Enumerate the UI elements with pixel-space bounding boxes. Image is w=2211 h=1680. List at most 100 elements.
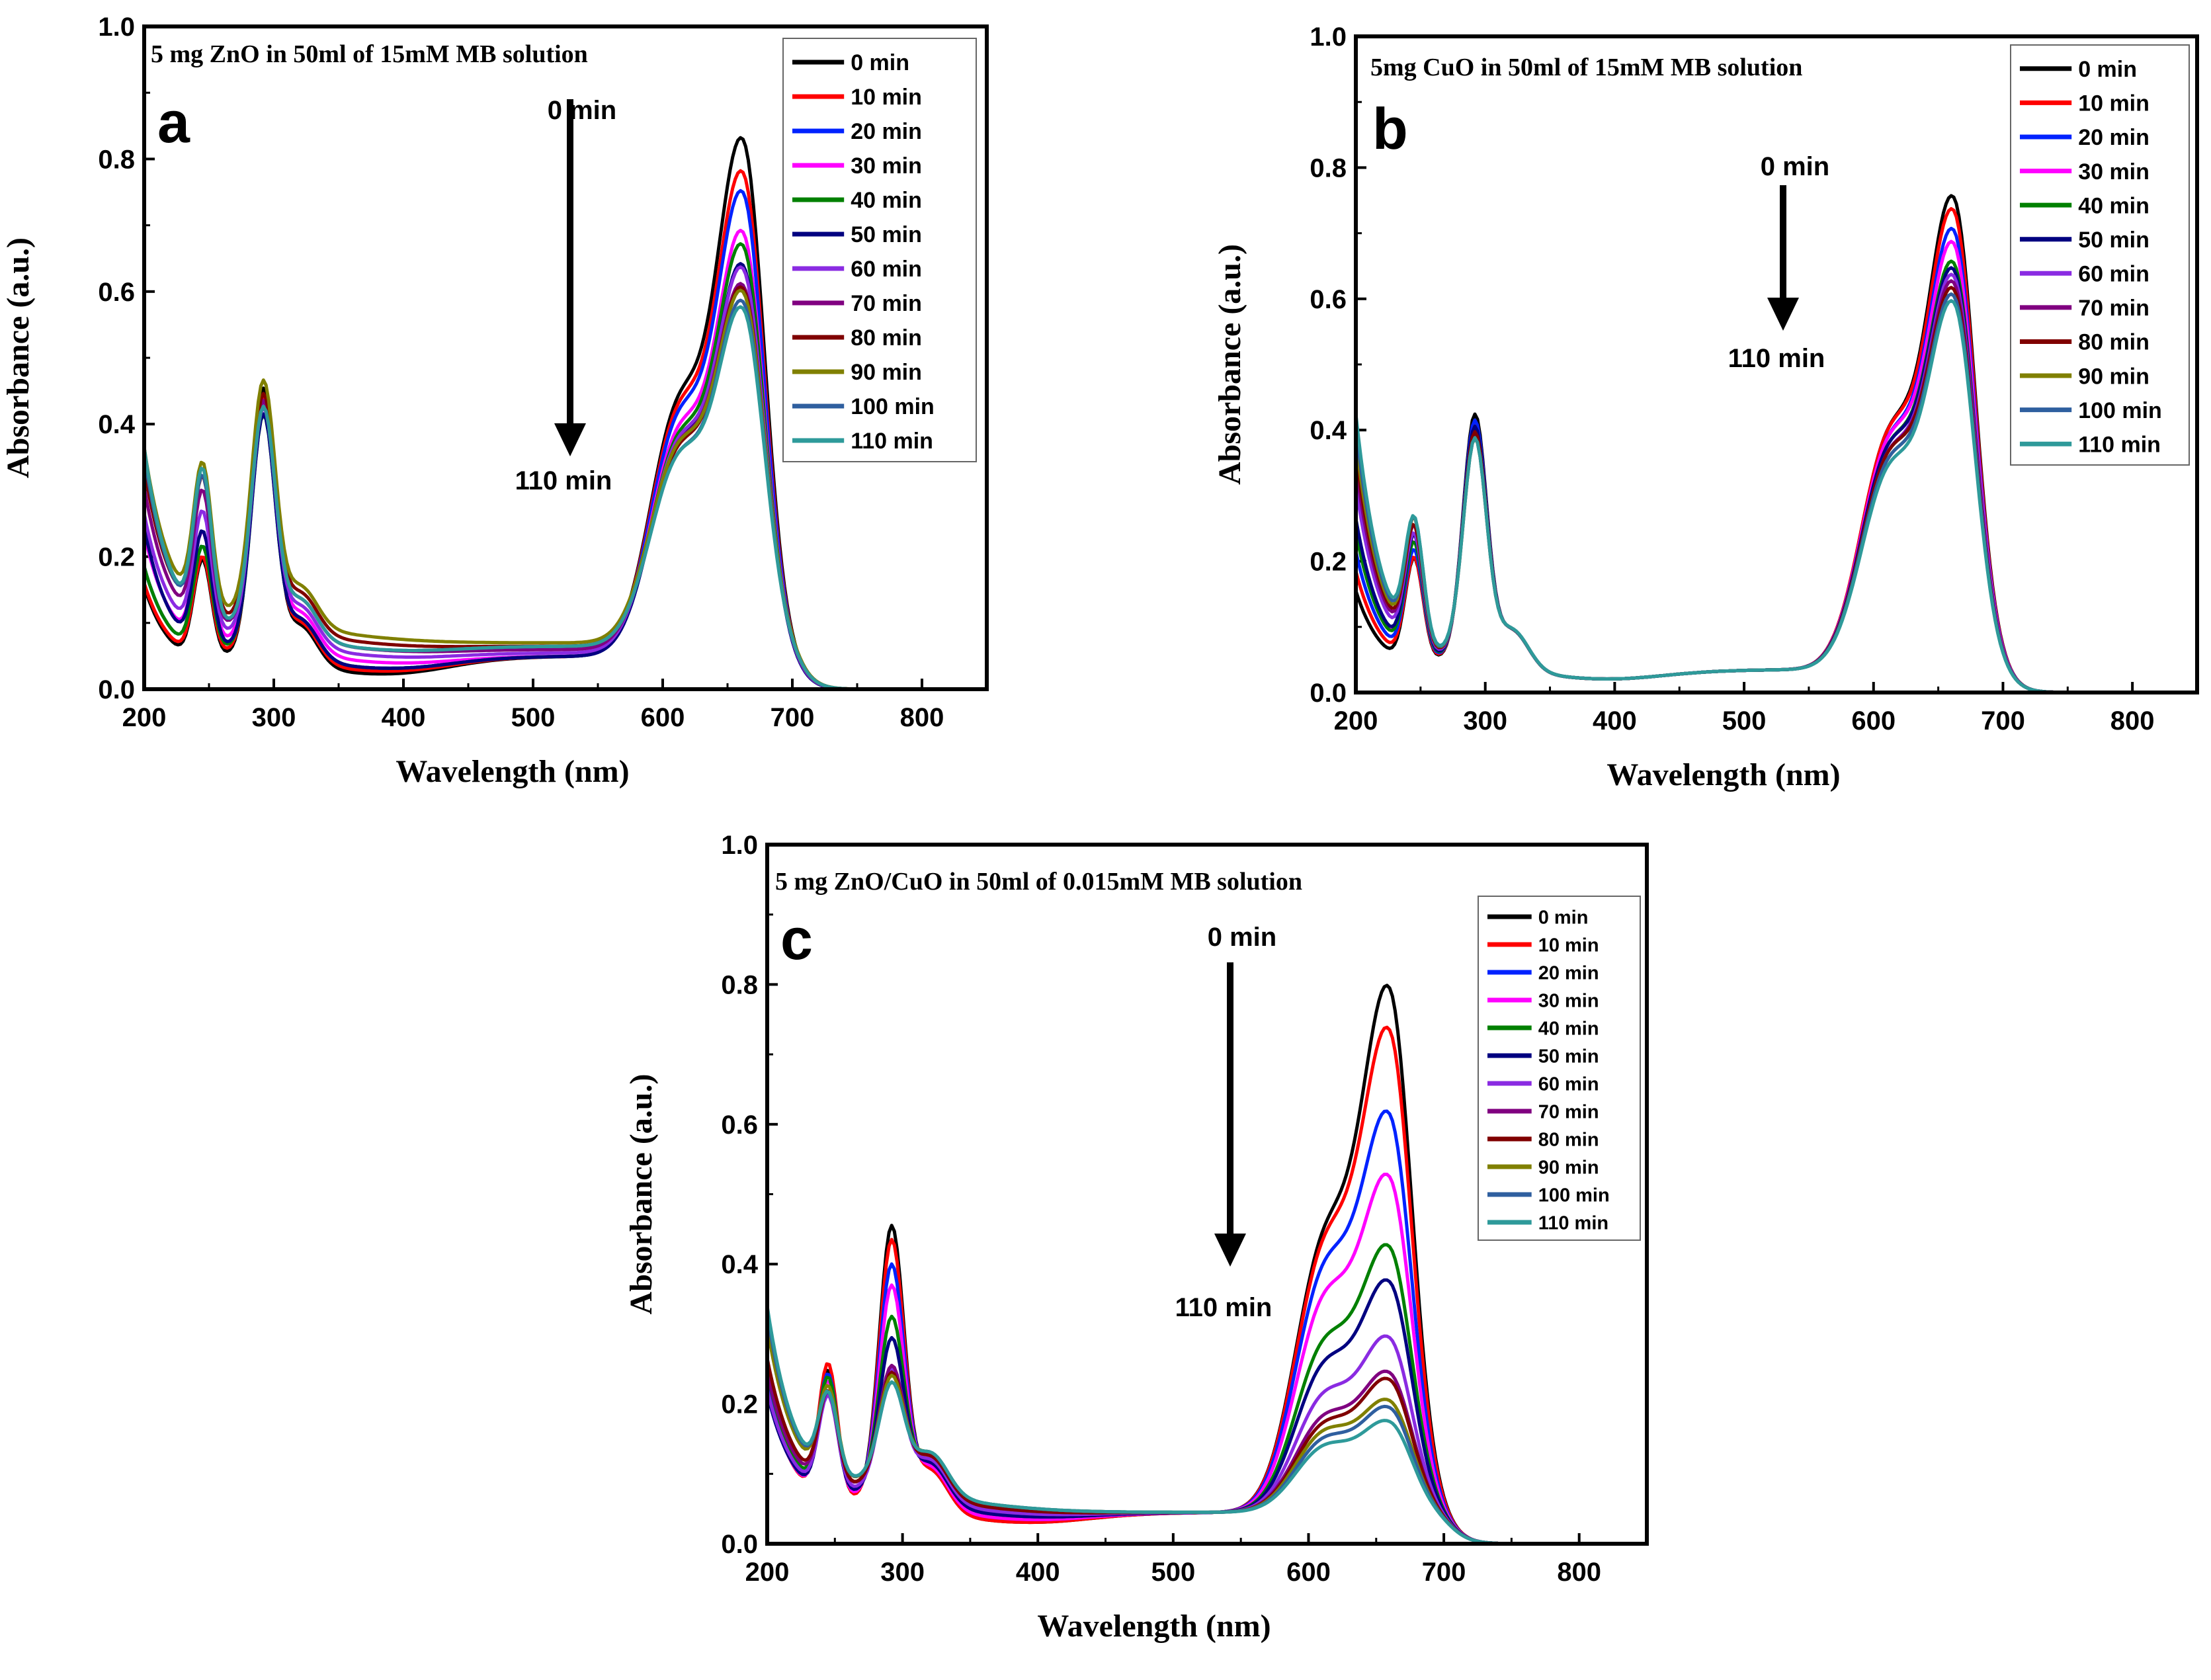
legend-label: 100 min bbox=[851, 394, 935, 419]
x-tick-label: 400 bbox=[1593, 706, 1637, 735]
series-lines bbox=[767, 984, 1579, 1544]
trend-arrow-head bbox=[554, 423, 586, 456]
x-tick-label: 600 bbox=[641, 703, 685, 732]
arrow-end-label: 110 min bbox=[1175, 1293, 1272, 1322]
y-tick-label: 0.0 bbox=[1310, 679, 1347, 708]
series-line-110-min bbox=[144, 305, 922, 689]
legend-label: 110 min bbox=[851, 429, 933, 454]
legend-label: 20 min bbox=[2078, 125, 2149, 150]
y-axis-label: Absorbance (a.u.) bbox=[1, 237, 36, 478]
trend-arrow-head bbox=[1214, 1234, 1246, 1267]
legend-box bbox=[2010, 44, 2190, 466]
x-tick-label: 500 bbox=[1151, 1558, 1195, 1587]
y-tick-label: 0.0 bbox=[721, 1530, 758, 1559]
legend-label: 60 min bbox=[2078, 262, 2149, 287]
series-line-110-min bbox=[1356, 299, 2133, 693]
y-tick-label: 0.2 bbox=[98, 543, 135, 572]
series-line-70-min bbox=[767, 1363, 1579, 1544]
y-tick-label: 1.0 bbox=[721, 831, 758, 860]
x-tick-label: 700 bbox=[1981, 706, 2025, 735]
panel-annotation: 5mg CuO in 50ml of 15mM MB solution bbox=[1370, 54, 1802, 81]
legend-label: 110 min bbox=[2078, 432, 2161, 457]
legend-label: 30 min bbox=[1538, 990, 1599, 1011]
legend: 0 min 10 min 20 min 30 min 40 min 50 min 60 mi… bbox=[2010, 44, 2190, 466]
legend-box bbox=[782, 38, 977, 462]
legend-label: 100 min bbox=[2078, 398, 2162, 423]
x-tick-label: 400 bbox=[382, 703, 426, 732]
x-tick-label: 700 bbox=[771, 703, 815, 732]
legend-label: 80 min bbox=[851, 325, 922, 351]
arrow-start-label: 0 min bbox=[1208, 923, 1276, 952]
x-tick-label: 800 bbox=[900, 703, 944, 732]
x-tick-label: 400 bbox=[1016, 1558, 1060, 1587]
legend-label: 90 min bbox=[1538, 1157, 1599, 1178]
y-tick-label: 0.2 bbox=[721, 1390, 758, 1419]
arrow-start-label: 0 min bbox=[1761, 152, 1829, 181]
legend-label: 110 min bbox=[1538, 1212, 1608, 1234]
legend: 0 min 10 min 20 min 30 min 40 min 50 min 60 mi… bbox=[782, 38, 977, 462]
y-tick-label: 0.8 bbox=[1310, 153, 1347, 183]
x-tick-label: 200 bbox=[122, 703, 167, 732]
legend-label: 50 min bbox=[851, 222, 922, 247]
panel-annotation: 5 mg ZnO/CuO in 50ml of 0.015mM MB solut… bbox=[775, 868, 1302, 896]
x-tick-label: 300 bbox=[880, 1558, 925, 1587]
y-tick-label: 0.8 bbox=[98, 145, 135, 174]
x-tick-label: 300 bbox=[252, 703, 296, 732]
chart-panel-c: 200 300 400 500 600 700 800 0.0 0.2 0.4 0.6 0.8 1.0 W… bbox=[624, 831, 1649, 1644]
legend-label: 30 min bbox=[851, 153, 922, 179]
series-line-10-min bbox=[767, 1025, 1579, 1544]
chart-panel-a: 200 300 400 500 600 700 800 0.0 0.2 0.4 0.6 0.8 1.0 W… bbox=[1, 13, 989, 789]
x-tick-label: 500 bbox=[1722, 706, 1767, 735]
legend-label: 70 min bbox=[1538, 1101, 1599, 1122]
y-tick-label: 0.4 bbox=[721, 1250, 758, 1279]
legend-label: 20 min bbox=[851, 119, 922, 144]
y-tick-label: 0.4 bbox=[1310, 416, 1347, 445]
legend-label: 80 min bbox=[2078, 330, 2149, 355]
legend-label: 60 min bbox=[1538, 1073, 1599, 1095]
legend-label: 100 min bbox=[1538, 1185, 1610, 1206]
x-tick-label: 700 bbox=[1422, 1558, 1466, 1587]
legend-box bbox=[1478, 896, 1641, 1241]
y-tick-label: 1.0 bbox=[1310, 22, 1347, 52]
legend: 0 min 10 min 20 min 30 min 40 min 50 min 60 mi… bbox=[1478, 896, 1641, 1241]
series-lines bbox=[144, 136, 922, 689]
x-tick-label: 500 bbox=[511, 703, 556, 732]
x-tick-label: 600 bbox=[1851, 706, 1896, 735]
chart-panel-b: 200 300 400 500 600 700 800 0.0 0.2 0.4 0.6 0.8 1.0 W… bbox=[1212, 22, 2199, 792]
legend-label: 0 min bbox=[851, 50, 909, 75]
y-axis-label: Absorbance (a.u.) bbox=[624, 1073, 659, 1314]
y-tick-label: 0.8 bbox=[721, 970, 758, 999]
trend-arrow-head bbox=[1767, 298, 1799, 331]
arrow-start-label: 0 min bbox=[548, 96, 616, 125]
panel-letter: c bbox=[780, 906, 813, 972]
legend-label: 50 min bbox=[2078, 228, 2149, 253]
x-tick-label: 300 bbox=[1463, 706, 1507, 735]
y-tick-label: 0.6 bbox=[98, 278, 135, 307]
panel-annotation: 5 mg ZnO in 50ml of 15mM MB solution bbox=[151, 40, 588, 68]
legend-label: 0 min bbox=[1538, 907, 1589, 928]
y-tick-label: 0.2 bbox=[1310, 548, 1347, 577]
arrow-end-label: 110 min bbox=[1728, 344, 1825, 373]
legend-label: 20 min bbox=[1538, 962, 1599, 984]
plot-frame bbox=[142, 24, 989, 691]
series-line-0-min bbox=[767, 984, 1579, 1544]
plot-frame bbox=[1354, 34, 2199, 694]
legend-label: 40 min bbox=[2078, 193, 2149, 218]
legend-label: 60 min bbox=[851, 257, 922, 282]
x-tick-label: 800 bbox=[1557, 1558, 1601, 1587]
legend-label: 90 min bbox=[2078, 364, 2149, 389]
y-tick-label: 0.6 bbox=[1310, 285, 1347, 314]
y-tick-label: 0.6 bbox=[721, 1111, 758, 1140]
x-axis-label: Wavelength (nm) bbox=[1606, 757, 1840, 792]
x-tick-label: 200 bbox=[1334, 706, 1378, 735]
x-axis-label: Wavelength (nm) bbox=[396, 754, 629, 789]
legend-label: 10 min bbox=[2078, 91, 2149, 116]
legend-label: 0 min bbox=[2078, 57, 2137, 82]
legend-label: 10 min bbox=[1538, 935, 1599, 956]
legend-label: 50 min bbox=[1538, 1046, 1599, 1067]
legend-label: 40 min bbox=[851, 188, 922, 213]
legend-label: 70 min bbox=[2078, 296, 2149, 321]
plot-frame bbox=[765, 843, 1649, 1546]
panel-letter: a bbox=[157, 89, 190, 155]
legend-label: 30 min bbox=[2078, 159, 2149, 185]
